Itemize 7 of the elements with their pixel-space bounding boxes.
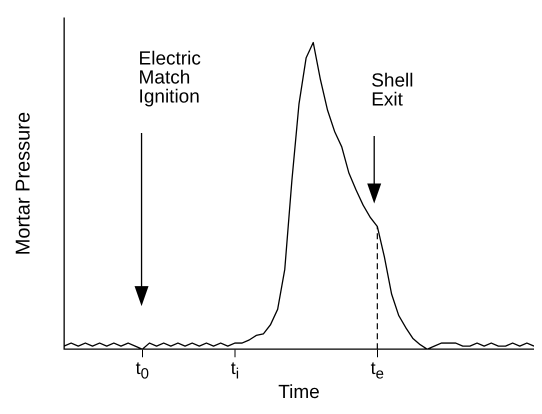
x-axis-title: Time bbox=[278, 382, 320, 403]
x-tick-label: t$_{i}$ bbox=[230, 358, 240, 385]
x-tick-label: t$_{0}$ bbox=[136, 358, 150, 385]
y-axis-title: Mortar Pressure bbox=[12, 112, 35, 256]
annotation: Electric Match Ignition bbox=[138, 48, 201, 108]
annotation: Shell Exit bbox=[371, 70, 414, 111]
x-tick-label: t$_{e}$ bbox=[370, 358, 384, 385]
